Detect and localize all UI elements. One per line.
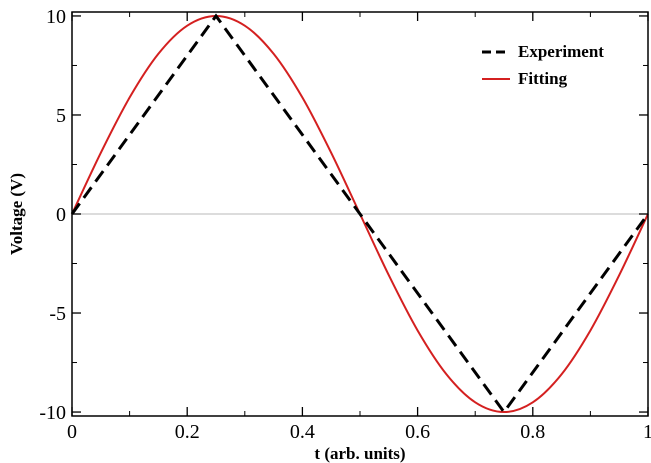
y-tick-label: 10 [46, 6, 66, 28]
legend-label-fitting: Fitting [518, 69, 568, 88]
legend: Experiment Fitting [482, 42, 604, 88]
y-axis-title: Voltage (V) [7, 173, 26, 255]
x-axis-title: t (arb. units) [314, 444, 405, 463]
x-tick-label: 0.6 [405, 421, 430, 443]
x-tick-label: 0.2 [175, 421, 200, 443]
ticks-layer: 0 0.2 0.4 0.6 0.8 1 -10 -5 0 5 10 [39, 6, 651, 443]
x-tick-label: 0.4 [290, 421, 315, 443]
series-layer [70, 13, 650, 415]
y-tick-label: 0 [56, 204, 66, 226]
x-tick-label: 0 [67, 421, 77, 443]
x-tick-label: 1 [643, 421, 651, 443]
y-tick-label: -5 [49, 303, 66, 325]
series-line-experiment [70, 13, 650, 415]
y-tick-label: 5 [56, 105, 66, 127]
legend-label-experiment: Experiment [518, 42, 604, 61]
x-tick-label: 0.8 [520, 421, 545, 443]
y-tick-label: -10 [39, 402, 66, 424]
